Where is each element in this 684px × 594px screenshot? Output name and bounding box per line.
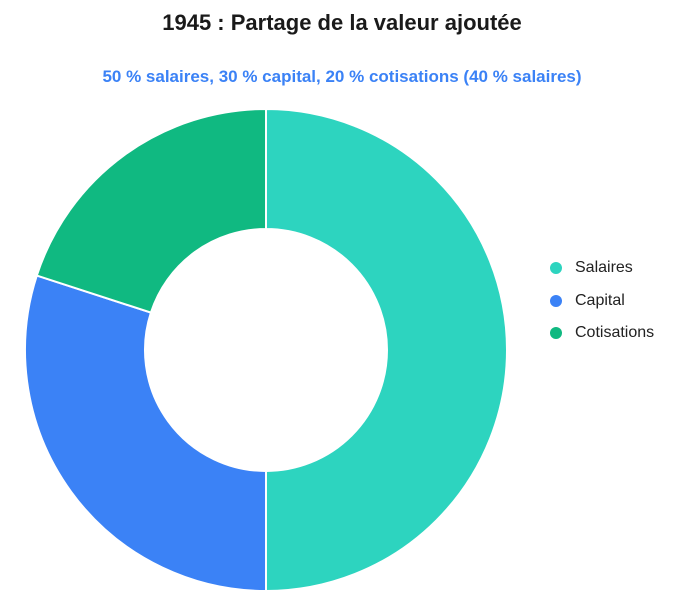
legend-item-salaires[interactable]: Salaires — [550, 252, 654, 285]
legend-dot-icon — [550, 327, 562, 340]
chart-title: 1945 : Partage de la valeur ajoutée — [162, 10, 522, 35]
legend-label: Cotisations — [575, 324, 655, 342]
donut-slice-cotisations[interactable] — [35, 107, 267, 314]
legend-item-cotisations[interactable]: Cotisations — [550, 317, 654, 350]
chart-legend: Salaires Capital Cotisations — [550, 252, 654, 350]
chart-subtitle: 50 % salaires, 30 % capital, 20 % cotisa… — [102, 67, 582, 86]
donut-slice-salaires[interactable] — [265, 107, 508, 593]
legend-item-capital[interactable]: Capital — [550, 285, 654, 318]
legend-dot-icon — [550, 262, 562, 275]
legend-label: Capital — [575, 291, 625, 309]
donut-slice-capital[interactable] — [24, 274, 267, 593]
legend-dot-icon — [550, 294, 562, 307]
legend-label: Salaires — [575, 259, 633, 277]
